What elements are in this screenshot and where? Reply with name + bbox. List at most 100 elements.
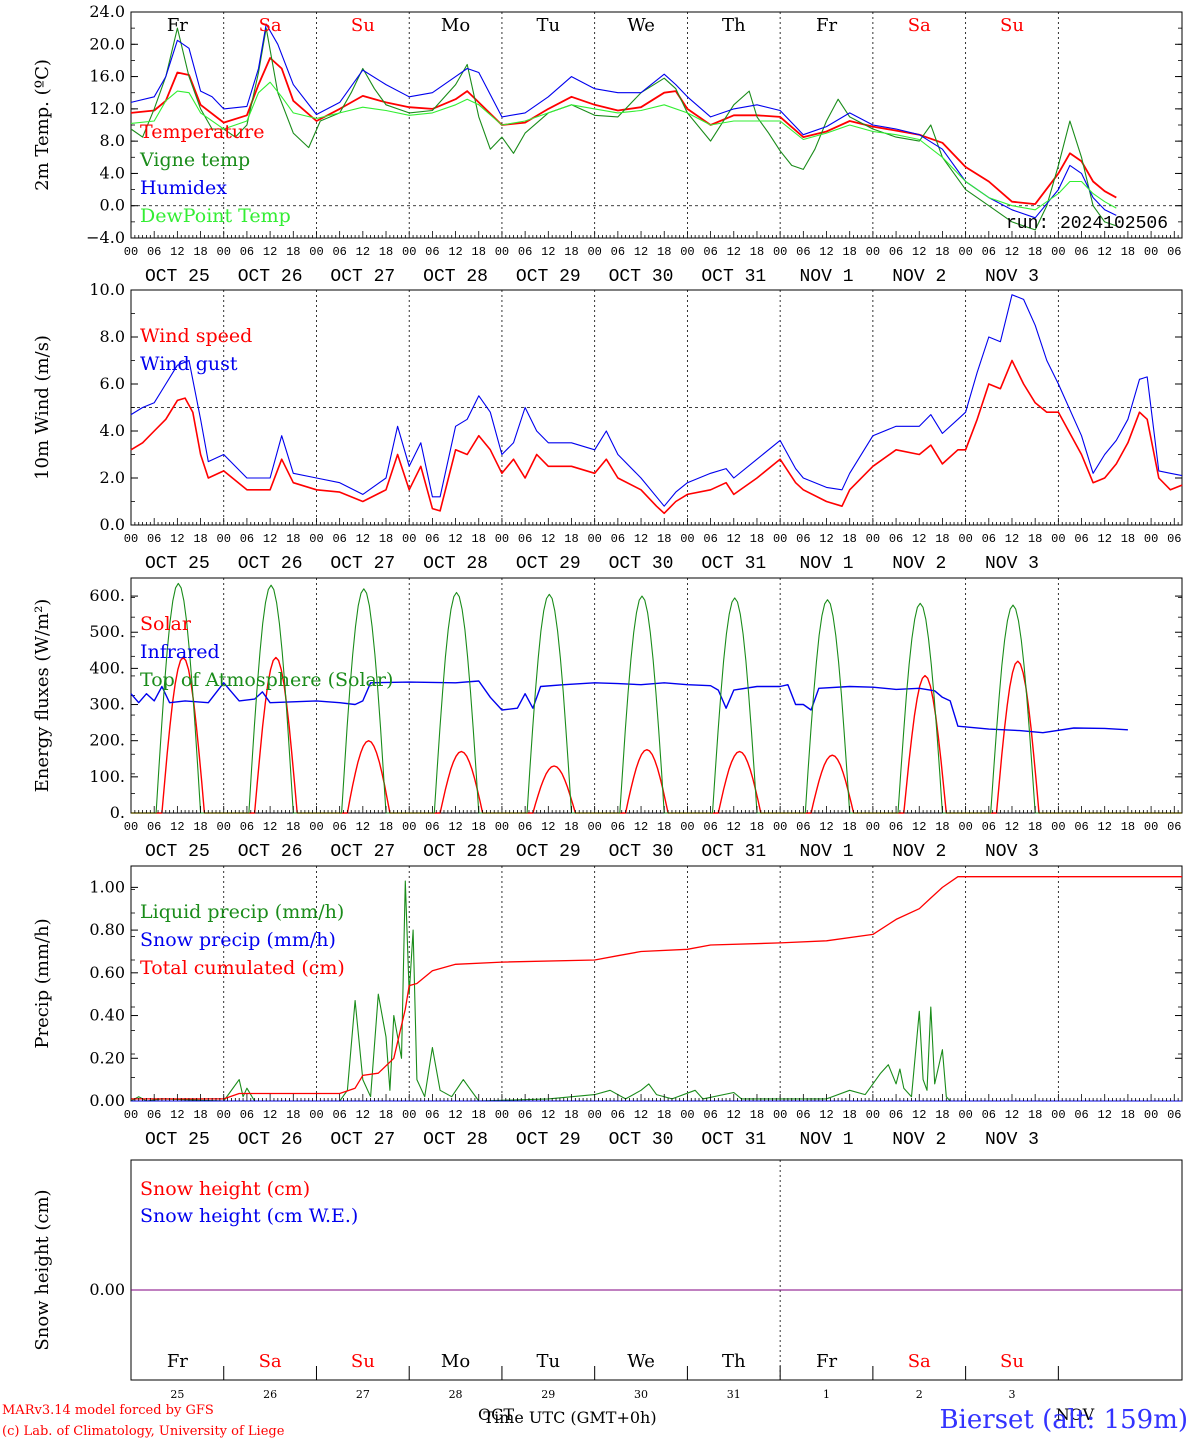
hour-tick-label: 00 [866, 532, 880, 546]
hour-tick-label: 12 [541, 532, 555, 546]
hour-tick-label: 06 [982, 532, 996, 546]
hour-tick-label: 18 [472, 245, 486, 259]
hour-tick-label: 12 [634, 532, 648, 546]
date-label: OCT 25 [145, 1130, 210, 1150]
date-label: OCT 25 [145, 842, 210, 862]
hour-tick-label: 18 [286, 245, 300, 259]
date-label: OCT 31 [701, 842, 766, 862]
hour-tick-label: 18 [1121, 1108, 1135, 1122]
day-number-label: 30 [634, 1388, 648, 1401]
date-label: OCT 29 [516, 267, 581, 287]
hour-tick-label: 18 [564, 820, 578, 834]
date-label: OCT 29 [516, 554, 581, 574]
panel-temp: −4.0 0.0 4.0 8.0 12.0 16.0 20.0 24.0 2m Temp. (º… [32, 2, 1183, 287]
hour-tick-label: 12 [263, 245, 277, 259]
hour-tick-label: 06 [332, 1108, 346, 1122]
hour-tick-label: 12 [819, 532, 833, 546]
hour-tick-label: 06 [611, 820, 625, 834]
hour-tick-label: 00 [587, 245, 601, 259]
weekday-label: Sa [908, 1351, 931, 1372]
hour-tick-label: 06 [240, 1108, 254, 1122]
hour-tick-label: 18 [750, 245, 764, 259]
hour-tick-label: 18 [750, 820, 764, 834]
hour-tick-label: 06 [982, 820, 996, 834]
date-label: OCT 30 [609, 842, 674, 862]
hour-tick-label: 06 [1074, 1108, 1088, 1122]
date-label: OCT 27 [330, 554, 395, 574]
hour-tick-label: 18 [935, 820, 949, 834]
series-line [130, 680, 1128, 734]
weekday-label: Sa [259, 15, 282, 36]
date-label: OCT 26 [238, 554, 303, 574]
hour-tick-label: 12 [1098, 532, 1112, 546]
weekday-label: We [627, 15, 655, 36]
hour-tick-label: 00 [1051, 1108, 1065, 1122]
hour-tick-label: 06 [796, 820, 810, 834]
hour-tick-label: 06 [240, 820, 254, 834]
hour-tick-label: 00 [217, 820, 231, 834]
legend-entry: Top of Atmosphere (Solar) [140, 669, 393, 691]
date-label: OCT 29 [516, 842, 581, 862]
weekday-label: Th [722, 1351, 746, 1372]
date-label: NOV 3 [985, 554, 1039, 574]
date-label: OCT 26 [238, 842, 303, 862]
y-tick-label: 20.0 [89, 34, 125, 53]
hour-tick-label: 18 [379, 532, 393, 546]
hour-tick-label: 00 [773, 532, 787, 546]
panel-precip: 0.00 0.20 0.40 0.60 0.80 1.00 Precip (mm/h) Liq… [32, 865, 1183, 1150]
hour-tick-label: 18 [564, 245, 578, 259]
hour-tick-label: 12 [912, 1108, 926, 1122]
weekday-label: Sa [259, 1351, 282, 1372]
hour-tick-label: 00 [1144, 820, 1158, 834]
hour-tick-label: 18 [379, 1108, 393, 1122]
panels: −4.00.04.08.012.016.020.024.02m Temp. (º… [32, 2, 1183, 1401]
y-tick-label: 8.0 [100, 327, 125, 346]
hour-tick-label: 12 [819, 245, 833, 259]
hour-tick-label: 00 [958, 820, 972, 834]
hour-tick-label: 00 [217, 1108, 231, 1122]
weekday-label: We [627, 1351, 655, 1372]
y-tick-label: 1.00 [89, 877, 125, 896]
hour-tick-label: 18 [1028, 532, 1042, 546]
hour-tick-label: 12 [727, 820, 741, 834]
y-tick-label: 0.00 [89, 1280, 125, 1299]
hour-tick-label: 18 [286, 532, 300, 546]
date-label: OCT 31 [701, 554, 766, 574]
hour-tick-label: 18 [935, 532, 949, 546]
hour-tick-label: 12 [727, 532, 741, 546]
hour-tick-label: 18 [193, 1108, 207, 1122]
hour-tick-label: 00 [124, 820, 138, 834]
hour-tick-label: 06 [889, 820, 903, 834]
hour-tick-label: 18 [657, 532, 671, 546]
hour-tick-label: 18 [193, 820, 207, 834]
time-axis-label: Time UTC (GMT+0h) [483, 1408, 656, 1427]
hour-tick-label: 06 [1167, 532, 1181, 546]
hour-tick-label: 00 [587, 1108, 601, 1122]
hour-tick-label: 06 [611, 1108, 625, 1122]
lab-credit: (c) Lab. of Climatology, University of L… [2, 1424, 285, 1439]
hour-tick-label: 06 [796, 245, 810, 259]
hour-tick-label: 00 [866, 245, 880, 259]
hour-tick-label: 06 [982, 245, 996, 259]
hour-tick-label: 18 [1121, 820, 1135, 834]
hour-tick-label: 06 [889, 532, 903, 546]
station-label: Bierset (alt: 159m) [939, 1405, 1188, 1435]
legend-entry: DewPoint Temp [140, 205, 291, 227]
weekday-label: Mo [441, 15, 470, 36]
hour-tick-label: 12 [541, 1108, 555, 1122]
weekday-label: Mo [441, 1351, 470, 1372]
y-tick-label: 200. [89, 731, 125, 750]
hour-tick-label: 00 [958, 245, 972, 259]
date-label: OCT 30 [609, 267, 674, 287]
hour-tick-label: 18 [657, 245, 671, 259]
date-label: OCT 28 [423, 842, 488, 862]
hour-tick-label: 06 [1167, 820, 1181, 834]
hour-tick-label: 12 [448, 820, 462, 834]
hour-tick-label: 12 [170, 532, 184, 546]
hour-tick-label: 12 [541, 245, 555, 259]
y-axis-label: Precip (mm/h) [32, 918, 53, 1048]
legend-entry: Solar [140, 613, 192, 635]
hour-tick-label: 06 [1074, 532, 1088, 546]
hour-tick-label: 00 [1144, 1108, 1158, 1122]
